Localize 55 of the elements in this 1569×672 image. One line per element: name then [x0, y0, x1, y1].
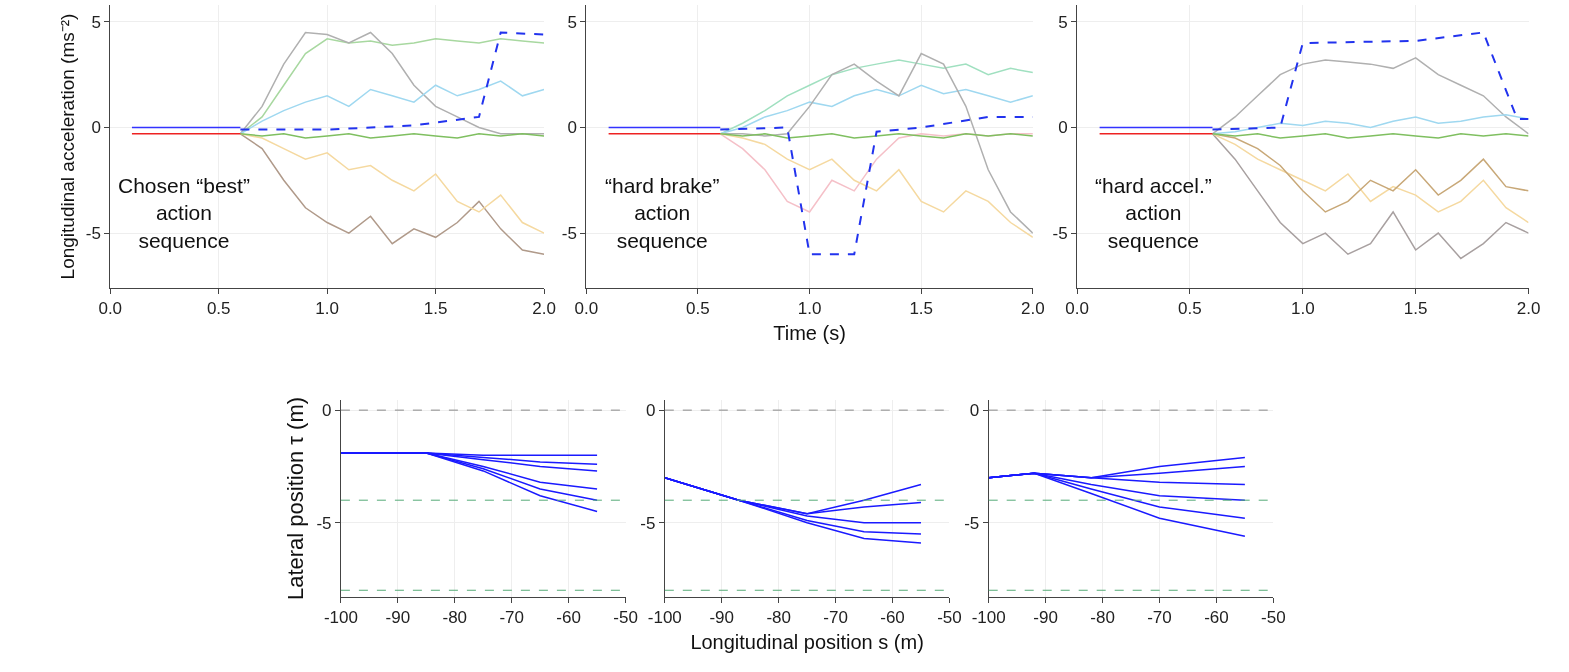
x-tick-label: 0.5: [686, 299, 710, 319]
x-tick-label: 1.5: [909, 299, 934, 319]
y-tick-label: 0: [645, 401, 656, 421]
x-tick-label: -90: [1033, 608, 1058, 628]
x-tick-label: 0.0: [574, 299, 599, 319]
x-tick-label: -80: [766, 608, 791, 628]
y-tick-label: 0: [969, 401, 980, 421]
x-tick-label: -50: [1261, 608, 1286, 628]
y-tick-label: -5: [561, 224, 577, 244]
y-tick-label: -5: [964, 513, 980, 533]
x-tick-label: -80: [1090, 608, 1115, 628]
x-tick-label: 0.0: [98, 299, 123, 319]
x-tick-label: 1.0: [797, 299, 822, 319]
x-tick-label: 1.0: [1290, 299, 1315, 319]
y-tick-label: 0: [91, 118, 101, 138]
x-tick-label: -100: [647, 608, 682, 628]
x-tick-label: 0.0: [1065, 299, 1089, 319]
y-tick-label: 0: [567, 118, 577, 138]
x-tick-label: 0.5: [206, 299, 231, 319]
x-tick-label: 2.0: [1021, 299, 1045, 319]
x-tick-label: -90: [385, 608, 411, 628]
y-tick-label: 5: [1058, 12, 1068, 32]
x-tick-label: -70: [823, 608, 848, 628]
y-axis-title: Longitudinal acceleration (ms⁻²): [56, 13, 78, 280]
x-axis-title: Longitudinal position s (m): [690, 630, 924, 653]
y-tick-label: 0: [322, 401, 332, 421]
x-tick-label: -70: [499, 608, 524, 628]
annotation: “hard accel.” action sequence: [1095, 174, 1212, 252]
x-tick-label: -70: [1147, 608, 1172, 628]
x-tick-label: 0.5: [1178, 299, 1202, 319]
annotation: Chosen “best” action sequence: [118, 174, 250, 252]
annotation: “hard brake” action sequence: [605, 174, 720, 252]
y-tick-label: -5: [1052, 224, 1068, 244]
x-tick-label: -50: [613, 608, 638, 628]
x-tick-label: -60: [880, 608, 905, 628]
x-tick-label: 1.5: [423, 299, 448, 319]
x-tick-label: 2.0: [532, 299, 556, 319]
x-tick-label: 1.0: [315, 299, 339, 319]
x-tick-label: -90: [709, 608, 735, 628]
x-axis-title: Time (s): [773, 321, 846, 344]
x-tick-label: -100: [971, 608, 1006, 628]
x-tick-label: -80: [442, 608, 468, 628]
x-tick-label: -50: [937, 608, 962, 628]
y-tick-label: 0: [1058, 118, 1068, 138]
y-tick-label: -5: [85, 224, 101, 244]
y-tick-label: 5: [567, 12, 577, 32]
x-tick-label: -60: [1204, 608, 1229, 628]
y-tick-label: 5: [91, 12, 101, 32]
y-axis-title: Lateral position τ (m): [283, 396, 309, 601]
y-tick-label: -5: [640, 513, 656, 533]
y-tick-label: -5: [316, 513, 332, 533]
x-tick-label: -60: [556, 608, 581, 628]
x-tick-label: 2.0: [1516, 299, 1541, 319]
x-tick-label: 1.5: [1403, 299, 1428, 319]
x-tick-label: -100: [323, 608, 358, 628]
